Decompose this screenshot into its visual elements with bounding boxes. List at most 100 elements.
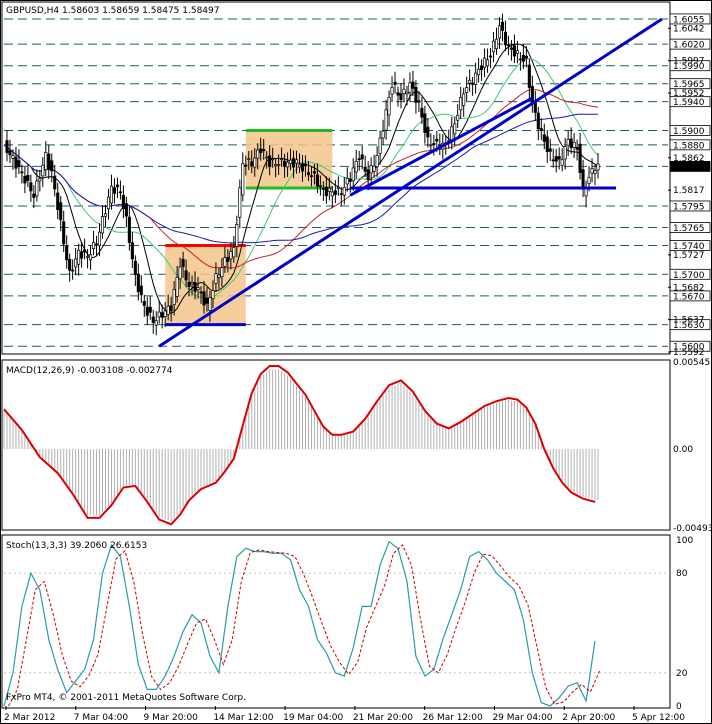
candle-body xyxy=(527,64,531,88)
price-panel-border xyxy=(1,1,671,355)
trendline-major xyxy=(158,17,663,348)
candle-body xyxy=(545,136,549,152)
level-price-box xyxy=(669,200,711,212)
candle-body xyxy=(539,128,543,132)
candle-body xyxy=(238,187,242,218)
level-price-label: 1.5700 xyxy=(673,271,705,281)
candle-body xyxy=(178,266,182,280)
candle-body xyxy=(124,203,128,217)
macd-panel-border xyxy=(1,359,671,531)
candle-body xyxy=(312,171,316,174)
candle-body xyxy=(429,144,433,147)
candle-body xyxy=(297,164,302,168)
candle-body xyxy=(351,167,355,182)
candle-body xyxy=(566,139,570,146)
stoch-signal-line xyxy=(8,544,600,707)
candle-body xyxy=(375,155,379,168)
current-price-box xyxy=(670,161,710,172)
candle-body xyxy=(563,146,567,160)
candle-body xyxy=(277,164,281,167)
candle-body xyxy=(187,281,191,287)
candle-body xyxy=(483,57,487,68)
candle-body xyxy=(509,47,513,50)
candle-body xyxy=(5,140,9,153)
candle-body xyxy=(411,81,415,89)
candle-body xyxy=(217,274,221,278)
time-tick-label: 26 Mar 12:00 xyxy=(423,713,483,723)
candle-body xyxy=(387,96,391,116)
horizontal-levels xyxy=(4,18,668,347)
candle-body xyxy=(420,107,424,118)
candle-body xyxy=(38,178,42,182)
candle-body xyxy=(396,92,400,96)
level-price-box xyxy=(669,13,711,25)
candle-body xyxy=(268,155,272,167)
macd-tick-label: 0.00 xyxy=(673,445,693,455)
candle-body xyxy=(86,255,90,258)
candle-body xyxy=(163,310,167,317)
candle-body xyxy=(44,152,48,171)
candle-body xyxy=(348,178,352,182)
level-price-label: 1.6055 xyxy=(673,15,705,25)
candle-body xyxy=(303,163,308,167)
candle-body xyxy=(336,186,340,189)
candle-body xyxy=(515,50,519,54)
candle-body xyxy=(500,21,505,31)
candle-body xyxy=(145,306,149,316)
candle-body xyxy=(572,141,576,148)
candle-body xyxy=(208,296,212,311)
candle-body xyxy=(512,45,516,57)
time-tick-label: 9 Mar 20:00 xyxy=(144,713,199,723)
stoch-main-line xyxy=(3,540,596,707)
candle-body xyxy=(369,165,373,174)
candle-body xyxy=(83,249,87,253)
candle-body xyxy=(100,216,105,234)
candle-body xyxy=(315,174,319,187)
candle-body xyxy=(29,182,33,192)
candle-body xyxy=(184,270,188,281)
candle-body xyxy=(333,190,337,195)
candle-body xyxy=(494,38,499,50)
level-price-label: 1.5990 xyxy=(673,62,705,72)
candle-body xyxy=(384,109,388,131)
level-price-box xyxy=(669,38,711,50)
candle-body xyxy=(205,297,209,304)
candle-body xyxy=(569,138,573,149)
candle-body xyxy=(202,291,206,306)
candle-body xyxy=(306,172,311,176)
candle-body xyxy=(169,305,173,312)
candle-body xyxy=(363,166,367,172)
copyright-text: FxPro MT4, © 2001-2011 MetaQuotes Softwa… xyxy=(6,693,246,703)
candle-body xyxy=(115,184,119,188)
candle-body xyxy=(283,160,287,167)
candle-body xyxy=(130,242,134,260)
candle-body xyxy=(414,86,418,103)
candle-body xyxy=(127,216,131,243)
candle-body xyxy=(456,114,460,121)
level-price-label: 1.5965 xyxy=(673,80,705,90)
candle-body xyxy=(399,93,403,101)
candle-body xyxy=(557,156,561,160)
candle-body xyxy=(121,195,125,210)
candle-body xyxy=(157,311,161,318)
candle-body xyxy=(318,185,322,187)
level-price-box xyxy=(669,340,711,352)
level-price-box xyxy=(669,139,711,151)
time-axis: 2 Mar 2012 7 Mar 04:00 9 Mar 20:00 14 Mar 1… xyxy=(4,706,685,723)
candle-body xyxy=(211,290,215,300)
candle-body xyxy=(50,160,54,172)
candle-body xyxy=(223,257,227,267)
macd-series: 0.00545 0.00 -0.00493 xyxy=(3,358,712,534)
candle-body xyxy=(548,148,552,152)
candle-body xyxy=(244,164,248,167)
candle-body xyxy=(166,305,170,315)
macd-panel-title: MACD(12,26,9) -0.003108 -0.002774 xyxy=(6,366,173,376)
candle-body xyxy=(80,251,84,259)
candle-body xyxy=(256,149,260,159)
price-tick-label: 1.5952 xyxy=(673,89,705,99)
candle-body xyxy=(474,72,478,85)
candle-body xyxy=(453,123,457,135)
price-tick-label: 1.5817 xyxy=(673,186,705,196)
